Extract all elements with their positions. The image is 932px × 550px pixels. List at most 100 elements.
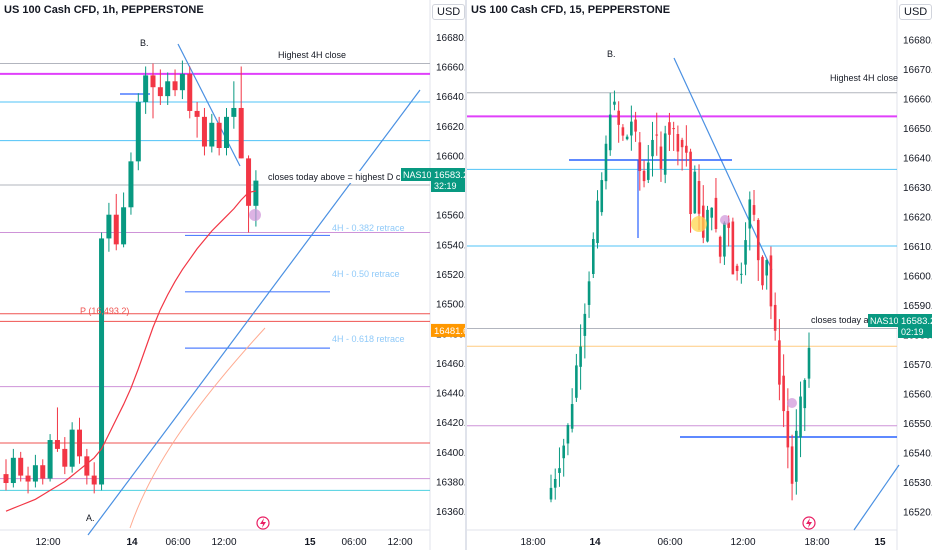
chart-1h-title: US 100 Cash CFD, 1h, PEPPERSTONE xyxy=(4,4,204,16)
candle-body xyxy=(630,121,633,136)
falling-trendline xyxy=(177,43,241,167)
y-tick-label: 16620.00 xyxy=(436,122,465,133)
candle-body xyxy=(150,75,156,88)
y-tick-label: 16440.00 xyxy=(436,389,465,400)
candle-body xyxy=(769,255,773,307)
candle-body xyxy=(135,102,141,162)
candle-body xyxy=(596,200,599,244)
y-tick-label: 16670.00 xyxy=(903,65,932,76)
candle-body xyxy=(676,134,680,152)
price-tag-orange-label: 16481.6 xyxy=(434,326,465,337)
y-tick-label: 16660.00 xyxy=(903,95,932,106)
y-tick-label: 16530.00 xyxy=(903,478,932,489)
candle-body xyxy=(621,127,625,136)
candle-body xyxy=(689,151,692,215)
candle-body xyxy=(646,162,650,180)
chart-panel-15m[interactable]: 16520.00 16530.00 16540.00 16550.00 16560.00… xyxy=(467,0,932,550)
marker-dot-purple xyxy=(720,215,730,225)
candle-body xyxy=(91,475,97,485)
candle-body xyxy=(128,161,134,208)
candle-body xyxy=(642,170,646,182)
panel-divider[interactable] xyxy=(465,0,467,550)
y-tick-label: 16520.00 xyxy=(436,270,465,281)
candle-body xyxy=(740,273,743,275)
x-tick-label: 14 xyxy=(589,537,601,548)
candle-body xyxy=(99,238,105,485)
candle-body xyxy=(558,468,561,473)
candle-body xyxy=(579,346,582,367)
annotation-a: A. xyxy=(86,513,95,523)
candle-body xyxy=(773,304,777,331)
candle-body xyxy=(583,313,587,336)
y-tick-label: 16600.00 xyxy=(436,151,465,162)
x-tick-label: 12:00 xyxy=(211,537,236,548)
marker-dot-purple-low xyxy=(787,398,797,408)
candle-body xyxy=(782,375,785,412)
candle-body xyxy=(201,116,207,147)
y-tick-label: 16680.00 xyxy=(436,33,465,44)
candle-body xyxy=(655,134,659,136)
candle-body xyxy=(106,214,112,239)
candle-body xyxy=(77,429,82,457)
y-tick-label: 16360.00 xyxy=(436,507,465,518)
candle-body xyxy=(553,478,557,488)
x-tick-label: 06:00 xyxy=(165,537,190,548)
y-tick-label: 16540.00 xyxy=(436,240,465,251)
y-tick-label: 16620.00 xyxy=(903,213,932,224)
candle-body xyxy=(693,171,697,214)
candle-body xyxy=(591,239,595,274)
currency-button-1h[interactable]: USD xyxy=(432,4,465,20)
candle-body xyxy=(549,487,553,500)
candle-body xyxy=(231,107,237,117)
candle-body xyxy=(634,119,637,132)
candle-body xyxy=(706,209,709,242)
candle-body xyxy=(668,122,671,135)
y-tick-label: 16560.00 xyxy=(903,389,932,400)
chart-15m-svg[interactable]: 16520.00 16530.00 16540.00 16550.00 16560.00… xyxy=(467,0,932,550)
candle-body xyxy=(84,456,90,476)
annotation-highest-4h: Highest 4H close xyxy=(830,73,898,83)
candle-body xyxy=(723,222,726,257)
candle-body xyxy=(714,197,718,230)
x-tick-label: 18:00 xyxy=(520,537,545,548)
y-tick-label: 16640.00 xyxy=(903,154,932,165)
y-tick-label: 16630.00 xyxy=(903,183,932,194)
last-price-tag xyxy=(431,168,465,192)
candle-body xyxy=(157,87,163,97)
chart-1h-svg[interactable]: 16360.00 16380.00 16400.00 16420.00 16440.00… xyxy=(0,0,465,550)
lightning-bolt-icon xyxy=(806,518,812,528)
candle-body xyxy=(744,240,747,265)
candle-body xyxy=(562,445,565,459)
candle-body xyxy=(575,365,578,398)
chart-panel-1h[interactable]: 16360.00 16380.00 16400.00 16420.00 16440.00… xyxy=(0,0,465,550)
candle-body xyxy=(54,440,60,449)
candle-body xyxy=(697,181,701,214)
annotation-highest-4h: Highest 4H close xyxy=(278,50,346,60)
candle-body xyxy=(790,446,794,484)
candle-body xyxy=(253,180,259,206)
last-price-label: 16583.2 xyxy=(434,170,465,181)
moving-average-line xyxy=(5,190,257,512)
y-tick-label: 16570.00 xyxy=(903,360,932,371)
y-tick-label: 16400.00 xyxy=(436,448,465,459)
x-tick-label: 12:00 xyxy=(730,537,755,548)
y-tick-label: 16420.00 xyxy=(436,418,465,429)
candle-body xyxy=(608,114,612,151)
annotation-050: 4H - 0.50 retrace xyxy=(332,269,400,279)
y-tick-label: 16590.00 xyxy=(903,301,932,312)
candle-body xyxy=(40,465,46,479)
annotation-closes-today: closes today above = highest D close xyxy=(268,172,417,182)
y-tick-label: 16520.00 xyxy=(903,507,932,518)
orange-curve xyxy=(129,327,266,529)
candle-body xyxy=(10,457,16,484)
candle-body xyxy=(600,180,604,213)
x-tick-label: 15 xyxy=(304,537,316,548)
symbol-tag-label: NAS100 xyxy=(870,316,904,326)
candle-body xyxy=(179,73,185,91)
candle-body xyxy=(172,81,178,91)
last-price-label: 16583.2 xyxy=(901,316,932,327)
candle-body xyxy=(761,256,764,286)
marker-dot-yellow xyxy=(691,216,707,232)
currency-button-15m[interactable]: USD xyxy=(899,4,932,20)
y-tick-label: 16550.00 xyxy=(903,419,932,430)
